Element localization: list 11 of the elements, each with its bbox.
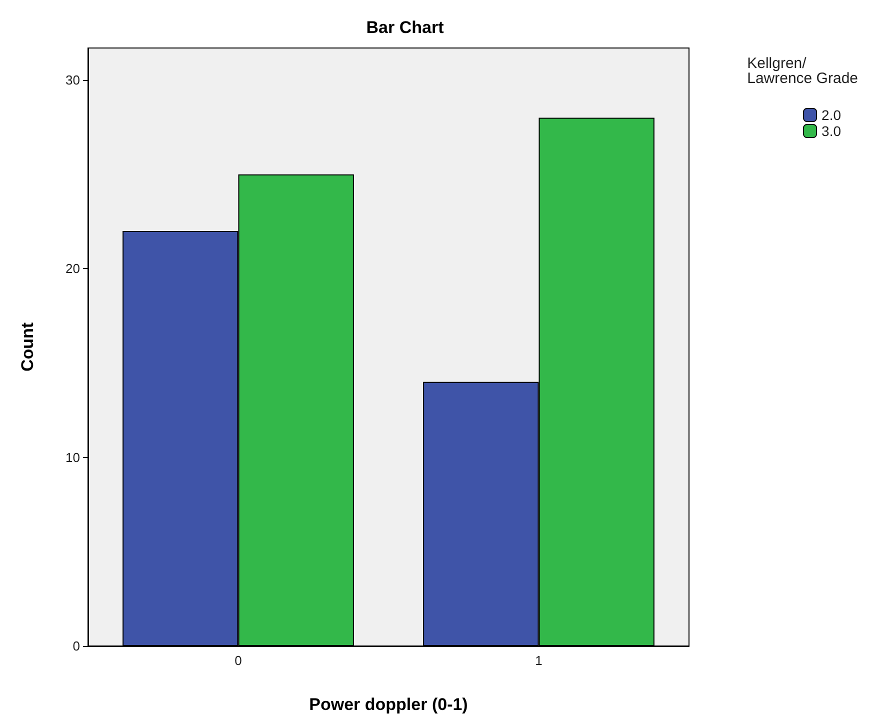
legend-label: 2.0 bbox=[822, 107, 842, 123]
y-tick-label: 0 bbox=[72, 638, 80, 654]
x-tick-label: 1 bbox=[535, 653, 542, 668]
y-tick-label: 10 bbox=[66, 450, 80, 465]
legend-title: Kellgren/Lawrence Grade bbox=[747, 55, 858, 87]
y-tick-label: 20 bbox=[66, 261, 80, 276]
legend-label: 3.0 bbox=[822, 123, 842, 139]
chart-title: Bar Chart bbox=[366, 18, 444, 37]
x-axis-title: Power doppler (0-1) bbox=[309, 695, 468, 714]
y-tick-label: 30 bbox=[66, 72, 80, 88]
y-axis-title: Count bbox=[18, 322, 37, 372]
